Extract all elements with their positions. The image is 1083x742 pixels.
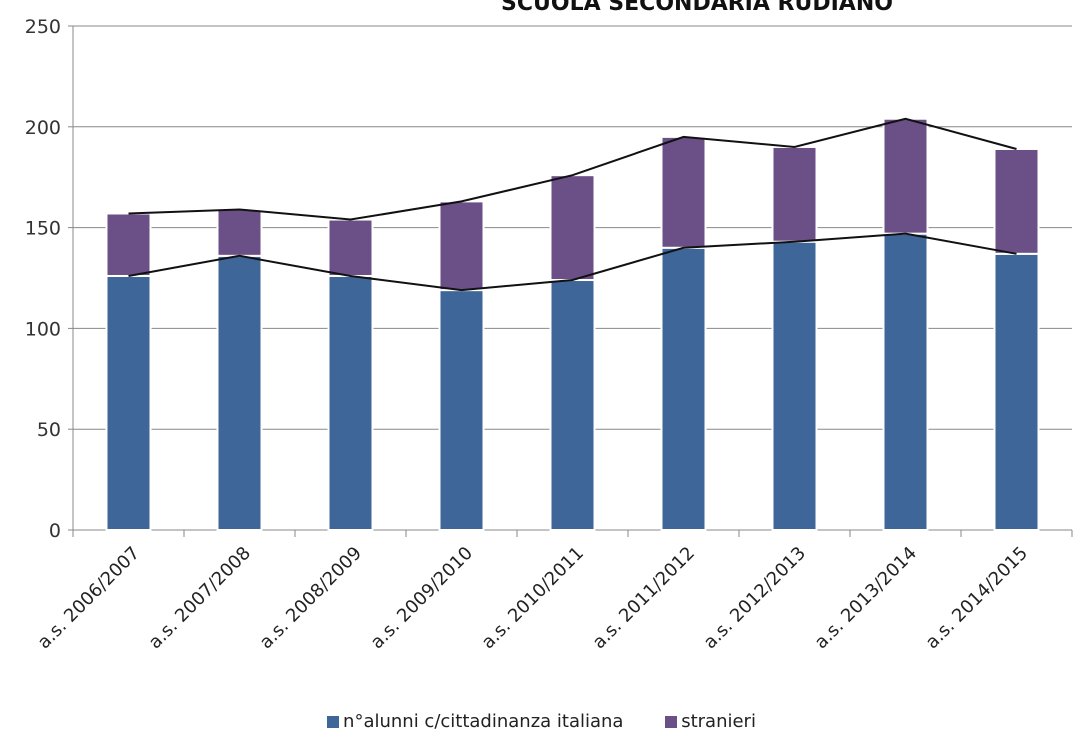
y-tick-label-250: 250 xyxy=(25,16,61,38)
bar-stranieri-5 xyxy=(660,135,707,249)
bar-italiani-8 xyxy=(993,252,1040,531)
x-tick-label-1: a.s. 2007/2008 xyxy=(145,543,255,653)
y-tick-label-50: 50 xyxy=(37,419,61,441)
x-tick-label-7: a.s. 2013/2014 xyxy=(811,543,921,653)
bar-stranieri-7 xyxy=(882,117,929,235)
x-tick-label-2: a.s. 2008/2009 xyxy=(256,543,366,653)
x-tick-label-3: a.s. 2009/2010 xyxy=(367,543,477,653)
x-tick-label-6: a.s. 2012/2013 xyxy=(700,543,810,653)
legend-item-italiani: n°alunni c/cittadinanza italiana xyxy=(327,711,623,732)
x-tick-label-0: a.s. 2006/2007 xyxy=(34,543,144,653)
bars xyxy=(105,117,1040,532)
legend-item-stranieri: stranieri xyxy=(665,711,756,732)
bar-italiani-7 xyxy=(882,232,929,531)
bar-stranieri-4 xyxy=(549,174,596,282)
legend-swatch-italiani xyxy=(327,715,340,728)
bar-italiani-6 xyxy=(771,240,818,531)
legend-swatch-stranieri xyxy=(665,715,678,728)
bar-italiani-1 xyxy=(216,254,263,531)
bar-italiani-3 xyxy=(438,289,485,532)
bar-stranieri-8 xyxy=(993,147,1040,255)
y-tick-label-0: 0 xyxy=(49,520,61,542)
bar-stranieri-6 xyxy=(771,145,818,243)
bar-italiani-4 xyxy=(549,279,596,531)
legend: n°alunni c/cittadinanza italiana stranie… xyxy=(0,711,1083,733)
line-grand-total xyxy=(128,117,1017,221)
bar-stranieri-0 xyxy=(105,212,152,277)
x-tick-label-8: a.s. 2014/2015 xyxy=(922,543,1032,653)
legend-label-italiani: n°alunni c/cittadinanza italiana xyxy=(343,711,624,732)
x-axis: a.s. 2006/2007 a.s. 2007/2008 a.s. 2008/20… xyxy=(34,529,1073,653)
bar-stranieri-2 xyxy=(327,218,374,277)
y-tick-label-150: 150 xyxy=(25,218,61,240)
line-italiani-total xyxy=(128,232,1017,292)
total-lines xyxy=(128,117,1017,292)
bar-italiani-2 xyxy=(327,274,374,532)
y-tick-label-200: 200 xyxy=(25,117,61,139)
bar-stranieri-3 xyxy=(438,200,485,292)
legend-label-stranieri: stranieri xyxy=(681,711,756,732)
y-tick-label-100: 100 xyxy=(25,318,61,340)
bar-italiani-5 xyxy=(660,246,707,531)
x-tick-label-4: a.s. 2010/2011 xyxy=(478,543,588,653)
bar-italiani-0 xyxy=(105,274,152,532)
bar-stranieri-1 xyxy=(216,208,263,257)
y-axis: 0 50 100 150 200 250 xyxy=(25,16,74,542)
chart-title: SCUOLA SECONDARIA RUDIANO xyxy=(501,0,893,16)
x-tick-label-5: a.s. 2011/2012 xyxy=(589,543,699,653)
